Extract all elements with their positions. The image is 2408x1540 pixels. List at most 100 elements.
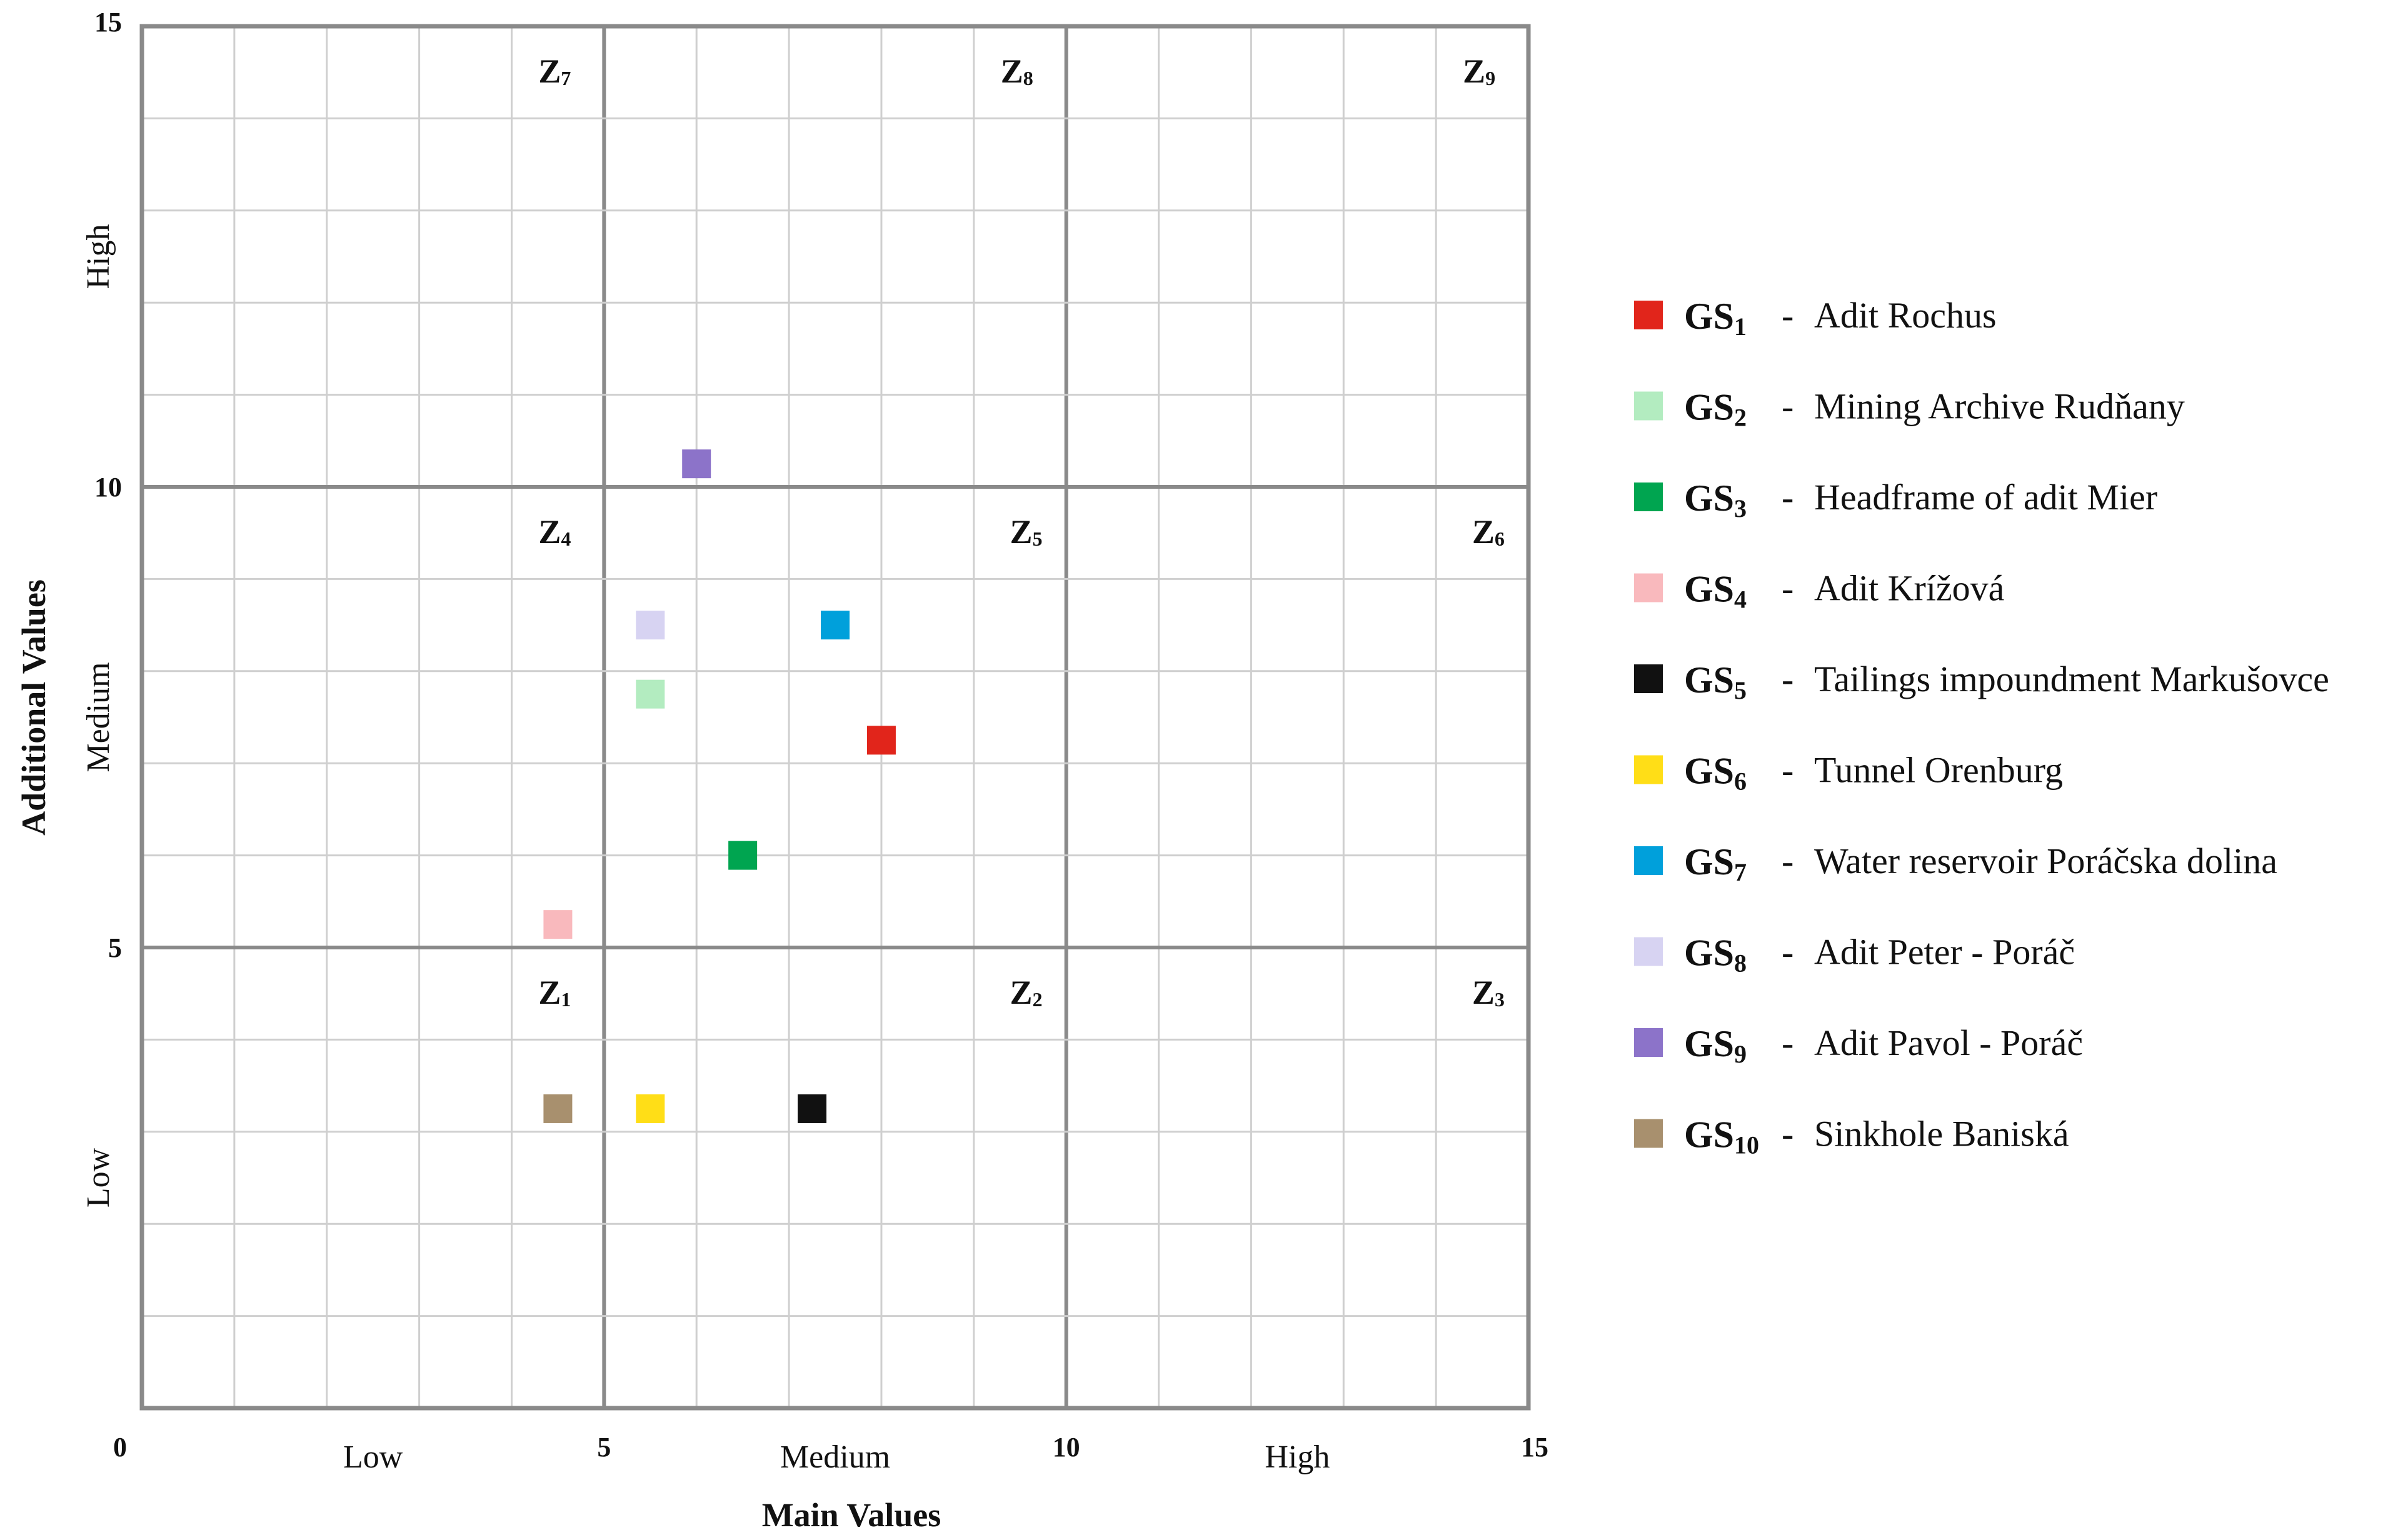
x-tick-label: 10 xyxy=(1053,1432,1080,1462)
legend-dash: - xyxy=(1782,932,1793,972)
data-points xyxy=(543,449,896,1123)
legend-code-sub: 1 xyxy=(1734,312,1747,341)
y-tick-label: 5 xyxy=(108,932,122,963)
plot-frame xyxy=(139,24,1531,1411)
x-tick-label: 15 xyxy=(1521,1432,1548,1462)
axes: Main Values Additional Values 0 5 10 155101… xyxy=(15,7,1548,1534)
zone-subscript: 5 xyxy=(1033,528,1043,550)
legend-item: GS5- Tailings impoundment Markušovce xyxy=(1634,659,2329,704)
legend-code: GS2 xyxy=(1684,387,1747,432)
y-band-label: High xyxy=(81,224,116,289)
legend-code-base: GS xyxy=(1684,841,1734,882)
zone-label: Z2 xyxy=(1010,974,1043,1011)
zone-label: Z4 xyxy=(538,513,571,551)
zone-subscript: 1 xyxy=(561,988,571,1011)
legend-label: Mining Archive Rudňany xyxy=(1814,386,2185,427)
x-band-label: Low xyxy=(343,1439,403,1475)
zone-base: Z xyxy=(538,974,561,1011)
zone-base: Z xyxy=(1010,513,1033,551)
legend-dash: - xyxy=(1782,568,1793,609)
legend-code: GS1 xyxy=(1684,296,1747,341)
legend-code: GS7 xyxy=(1684,841,1747,886)
zone-base: Z xyxy=(1472,513,1495,551)
point-gs9 xyxy=(682,449,711,479)
zone-base: Z xyxy=(1472,974,1495,1011)
legend-label: Tailings impoundment Markušovce xyxy=(1814,659,2329,699)
x-axis-title: Main Values xyxy=(762,1496,941,1534)
legend-item: GS1- Adit Rochus xyxy=(1634,295,1997,341)
legend-code: GS6 xyxy=(1684,751,1747,796)
legend-code-sub: 3 xyxy=(1734,494,1747,522)
legend-swatch xyxy=(1634,1119,1663,1148)
legend-label: Sinkhole Baniská xyxy=(1814,1114,2069,1154)
point-gs3 xyxy=(728,841,758,870)
legend-code-base: GS xyxy=(1684,296,1734,337)
legend-code-sub: 7 xyxy=(1734,858,1747,886)
legend-code-base: GS xyxy=(1684,1114,1734,1156)
legend-label: Adit Krížová xyxy=(1814,568,2004,609)
point-gs10 xyxy=(543,1094,573,1123)
legend-swatch xyxy=(1634,937,1663,966)
legend-code: GS10 xyxy=(1684,1114,1759,1159)
legend-code-sub: 6 xyxy=(1734,768,1747,796)
legend-code: GS9 xyxy=(1684,1023,1747,1068)
x-tick-label: 5 xyxy=(597,1432,611,1462)
zone-label: Z5 xyxy=(1010,513,1043,551)
x-band-label: High xyxy=(1265,1439,1330,1475)
legend-dash: - xyxy=(1782,750,1793,791)
legend-label: Tunnel Orenburg xyxy=(1814,750,2063,791)
legend-label: Adit Peter - Poráč xyxy=(1814,932,2075,972)
grid xyxy=(139,24,1531,1411)
legend-code-sub: 4 xyxy=(1734,586,1747,614)
legend-dash: - xyxy=(1782,841,1793,881)
legend-item: GS6- Tunnel Orenburg xyxy=(1634,750,2063,796)
legend-code-base: GS xyxy=(1684,569,1734,610)
legend-code: GS8 xyxy=(1684,932,1747,978)
zone-label: Z6 xyxy=(1472,513,1505,551)
y-axis-title: Additional Values xyxy=(15,579,53,836)
legend-label: Adit Rochus xyxy=(1814,295,1997,336)
zone-subscript: 7 xyxy=(561,67,571,89)
legend-label: Headframe of adit Mier xyxy=(1814,477,2157,518)
legend-code-base: GS xyxy=(1684,932,1734,974)
zone-subscript: 4 xyxy=(561,528,571,550)
legend-code-base: GS xyxy=(1684,659,1734,701)
legend-swatch xyxy=(1634,482,1663,511)
y-band-label: Medium xyxy=(81,662,116,772)
zone-base: Z xyxy=(1463,52,1485,90)
y-band-label: Low xyxy=(81,1148,116,1208)
legend-code-sub: 9 xyxy=(1734,1040,1747,1068)
y-tick-label: 15 xyxy=(94,7,122,38)
zone-base: Z xyxy=(538,513,561,551)
legend-dash: - xyxy=(1782,295,1793,336)
legend-code-sub: 2 xyxy=(1734,404,1747,432)
legend-item: GS8- Adit Peter - Poráč xyxy=(1634,932,2075,978)
zone-base: Z xyxy=(1001,52,1023,90)
legend-code-sub: 5 xyxy=(1734,676,1747,704)
point-gs2 xyxy=(636,679,665,709)
point-gs1 xyxy=(866,726,896,755)
legend-swatch xyxy=(1634,391,1663,421)
zone-label: Z8 xyxy=(1001,52,1033,90)
legend-dash: - xyxy=(1782,477,1793,518)
zone-base: Z xyxy=(538,52,561,90)
point-gs7 xyxy=(821,611,850,640)
legend-item: GS2- Mining Archive Rudňany xyxy=(1634,386,2185,432)
legend-code-base: GS xyxy=(1684,387,1734,428)
zone-label: Z7 xyxy=(538,52,571,90)
legend-item: GS7- Water reservoir Poráčska dolina xyxy=(1634,841,2277,886)
legend-code: GS5 xyxy=(1684,659,1747,704)
legend-dash: - xyxy=(1782,659,1793,699)
legend-code: GS4 xyxy=(1684,569,1747,614)
zone-subscript: 2 xyxy=(1033,988,1043,1011)
legend-label: Water reservoir Poráčska dolina xyxy=(1814,841,2277,881)
x-band-label: Medium xyxy=(780,1439,890,1475)
legend-swatch xyxy=(1634,846,1663,875)
legend-dash: - xyxy=(1782,386,1793,427)
legend-item: GS3 - Headframe of adit Mier xyxy=(1634,477,2157,522)
legend-code-base: GS xyxy=(1684,478,1734,519)
legend-swatch xyxy=(1634,301,1663,329)
